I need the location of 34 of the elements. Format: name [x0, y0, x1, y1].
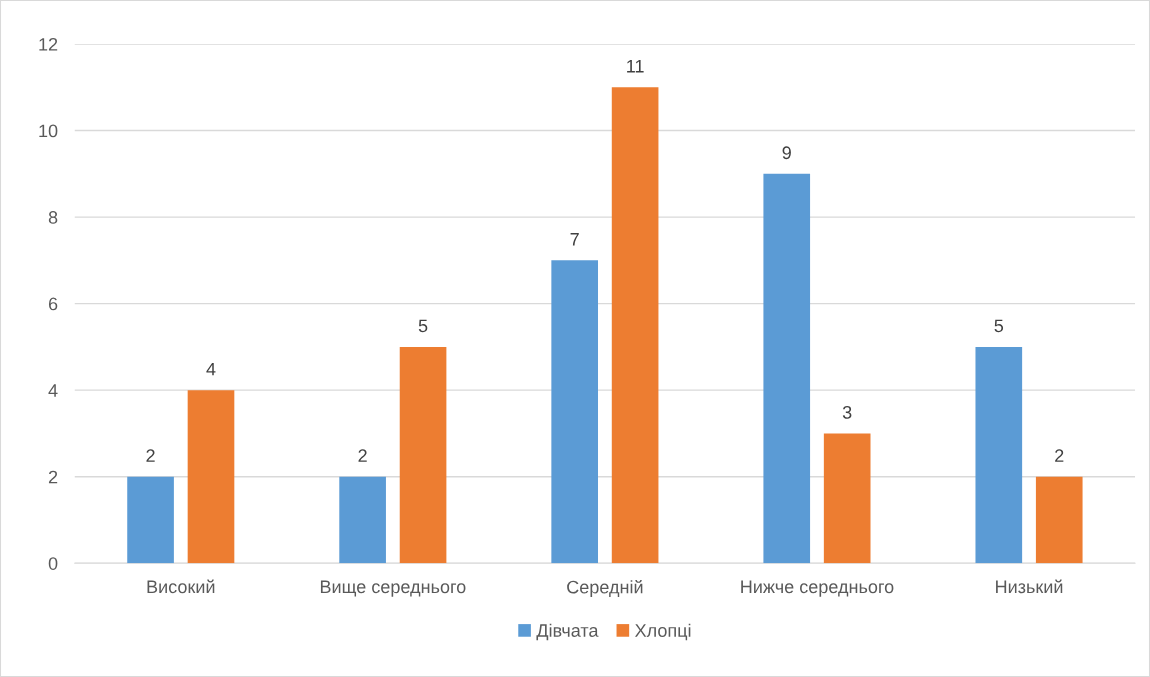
y-tick-label: 8 [48, 211, 58, 224]
legend-label: Хлопці [634, 623, 691, 641]
bar [763, 173, 811, 564]
bar [187, 390, 235, 564]
y-tick-label: 2 [48, 470, 58, 484]
y-tick-label: 12 [39, 37, 58, 51]
bar [339, 476, 386, 564]
y-tick-label: 0 [48, 557, 58, 570]
data-label: 3 [842, 405, 852, 419]
bar [823, 433, 871, 564]
y-tick-label: 6 [48, 297, 58, 311]
x-tick-label: Вище середнього [320, 580, 466, 597]
data-label: 5 [994, 319, 1004, 333]
y-tick-label: 4 [48, 384, 58, 397]
data-label: 4 [206, 362, 216, 376]
data-label: 11 [627, 60, 644, 73]
bar [127, 476, 174, 564]
bar [551, 260, 599, 564]
data-label: 5 [418, 319, 428, 333]
bar [975, 346, 1023, 564]
x-tick-label: Середній [567, 579, 643, 598]
bar [399, 346, 447, 564]
x-tick-label: Низький [996, 579, 1063, 594]
data-label: 7 [570, 233, 579, 246]
data-label: 2 [1055, 449, 1064, 462]
x-tick-label: Високий [147, 579, 215, 594]
data-label: 9 [782, 146, 791, 160]
x-tick-label: Нижче середнього [741, 580, 894, 597]
legend-label: Дівчата [536, 623, 599, 641]
data-label: 2 [358, 449, 367, 462]
data-label: 2 [146, 449, 155, 462]
bar [611, 87, 659, 564]
bar [1035, 476, 1083, 564]
y-tick-label: 10 [39, 124, 58, 138]
